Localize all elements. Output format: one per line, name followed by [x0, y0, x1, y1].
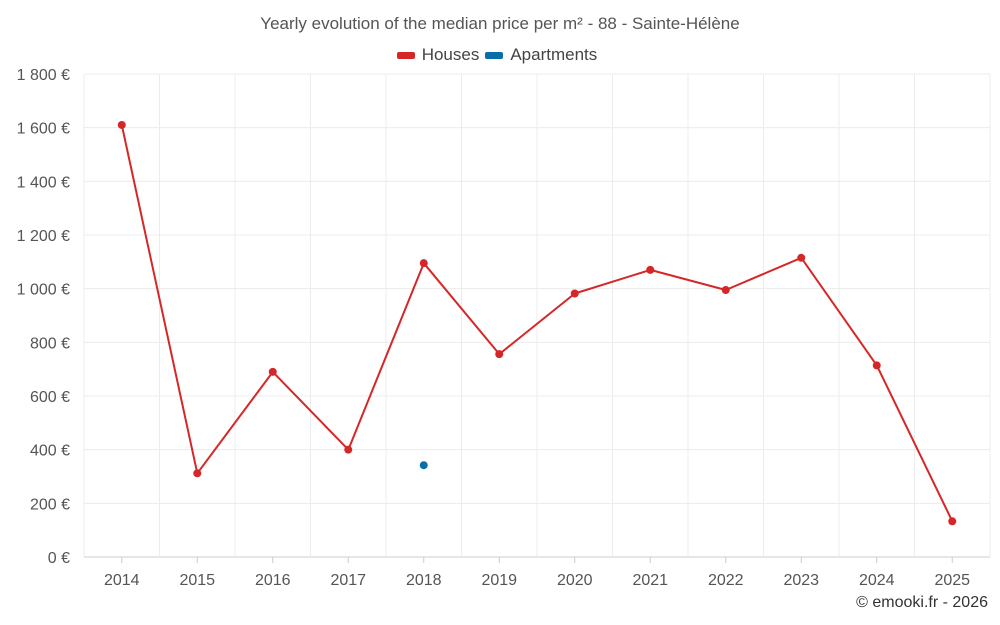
x-tick-label: 2023 [783, 572, 819, 589]
y-tick-label: 200 € [30, 496, 70, 513]
y-tick-label: 400 € [30, 443, 70, 460]
y-tick-label: 1 800 € [17, 67, 70, 84]
x-tick-label: 2020 [557, 572, 593, 589]
x-tick-label: 2017 [330, 572, 366, 589]
data-point-houses [872, 361, 881, 370]
x-tick-label: 2021 [632, 572, 668, 589]
legend-swatch-houses [396, 51, 415, 59]
data-point-houses [797, 253, 806, 262]
x-tick-label: 2024 [859, 572, 895, 589]
y-tick-label: 600 € [30, 389, 70, 406]
x-tick-label: 2019 [481, 572, 517, 589]
x-tick-label: 2015 [179, 572, 215, 589]
legend-label-apartments: Apartments [510, 45, 598, 64]
data-point-houses [646, 265, 655, 274]
data-point-apartments [419, 461, 428, 470]
legend-label-houses: Houses [421, 45, 480, 64]
x-tick-label: 2025 [934, 572, 970, 589]
legend-swatch-apartments [485, 51, 504, 59]
y-tick-label: 800 € [30, 335, 70, 352]
legend: Houses Apartments [0, 45, 1000, 65]
data-point-houses [268, 367, 277, 376]
data-point-houses [570, 289, 579, 298]
legend-item-houses[interactable]: Houses [396, 45, 480, 65]
chart-title: Yearly evolution of the median price per… [260, 14, 740, 33]
y-tick-label: 1 000 € [17, 282, 70, 299]
data-point-houses [117, 120, 126, 129]
data-point-houses [721, 286, 730, 295]
data-point-houses [344, 445, 353, 454]
y-tick-label: 1 600 € [17, 121, 70, 138]
x-tick-label: 2018 [406, 572, 442, 589]
legend-item-apartments[interactable]: Apartments [485, 45, 597, 65]
y-tick-label: 1 200 € [17, 228, 70, 245]
x-tick-label: 2022 [708, 572, 744, 589]
data-point-houses [419, 259, 428, 268]
x-tick-label: 2014 [104, 572, 140, 589]
credit-text: © emooki.fr - 2026 [856, 594, 988, 611]
series-line-houses [120, 124, 954, 522]
y-tick-label: 0 € [48, 550, 70, 567]
data-point-houses [193, 469, 202, 478]
data-point-houses [948, 517, 957, 526]
y-tick-label: 1 400 € [17, 174, 70, 191]
data-point-houses [495, 350, 504, 359]
x-tick-label: 2016 [255, 572, 291, 589]
